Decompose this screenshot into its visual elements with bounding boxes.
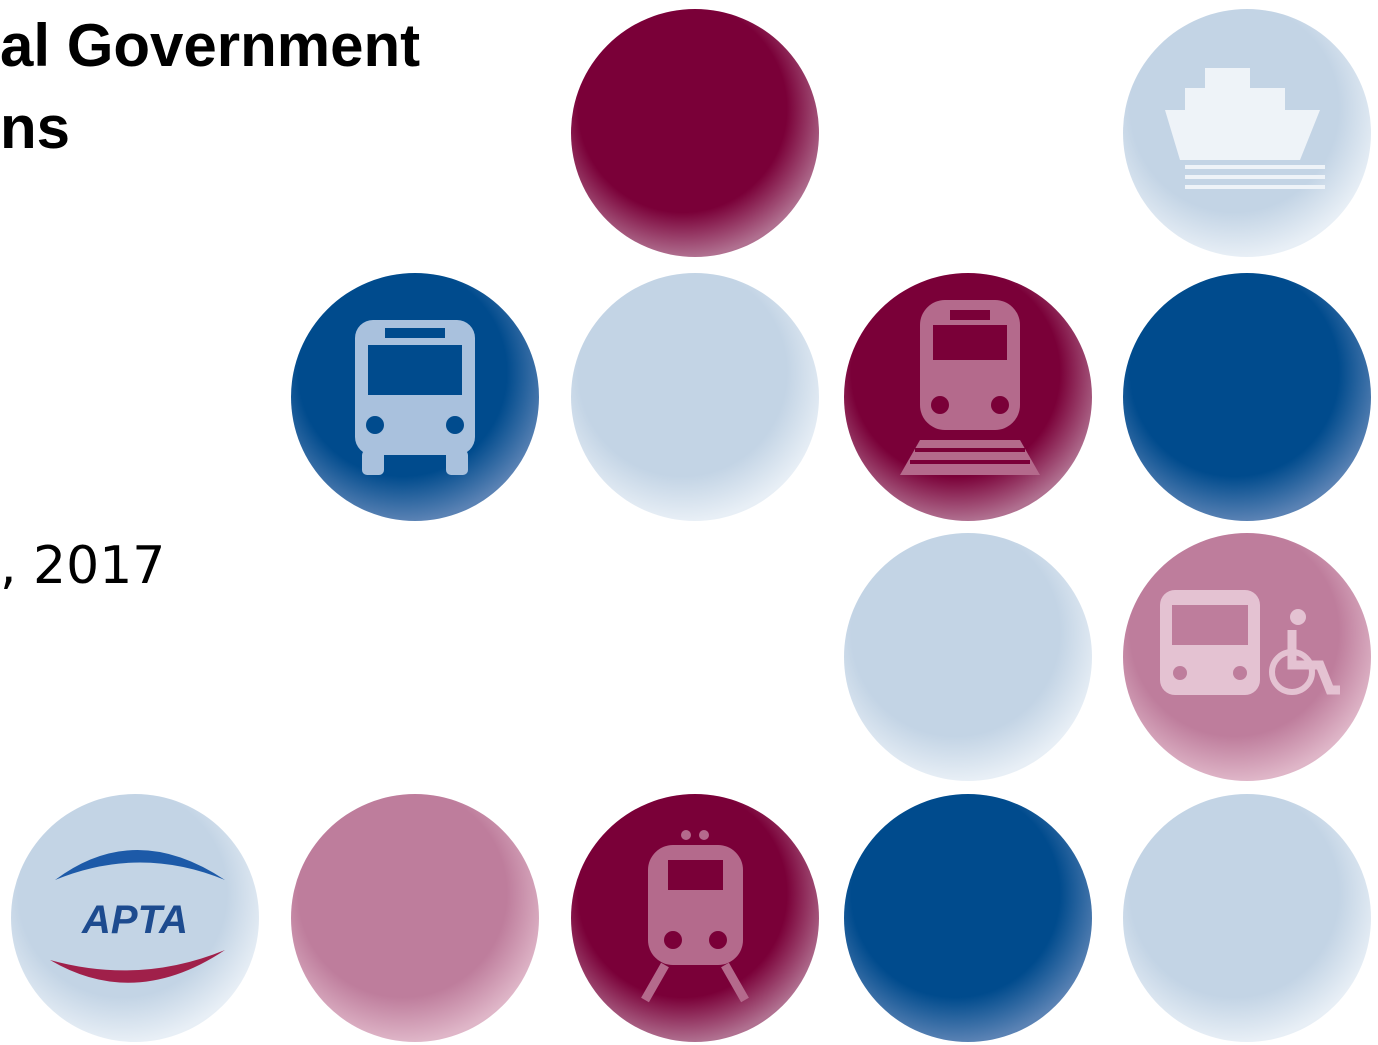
logo-text: APTA: [81, 898, 188, 942]
slide: al Government ns , 2017: [0, 0, 1378, 1045]
page: al Government ns , 2017: [0, 0, 1378, 1045]
circle: [1123, 794, 1371, 1042]
circle: [1123, 273, 1371, 521]
title-line: ns: [0, 94, 70, 161]
circle: [571, 9, 819, 257]
title-line: al Government: [0, 12, 420, 79]
circle: [291, 794, 539, 1042]
circle: [571, 273, 819, 521]
circle: [844, 794, 1092, 1042]
bus-icon: [355, 320, 475, 475]
train-icon: [900, 300, 1040, 475]
circle: [844, 533, 1092, 781]
date: , 2017: [0, 536, 165, 596]
